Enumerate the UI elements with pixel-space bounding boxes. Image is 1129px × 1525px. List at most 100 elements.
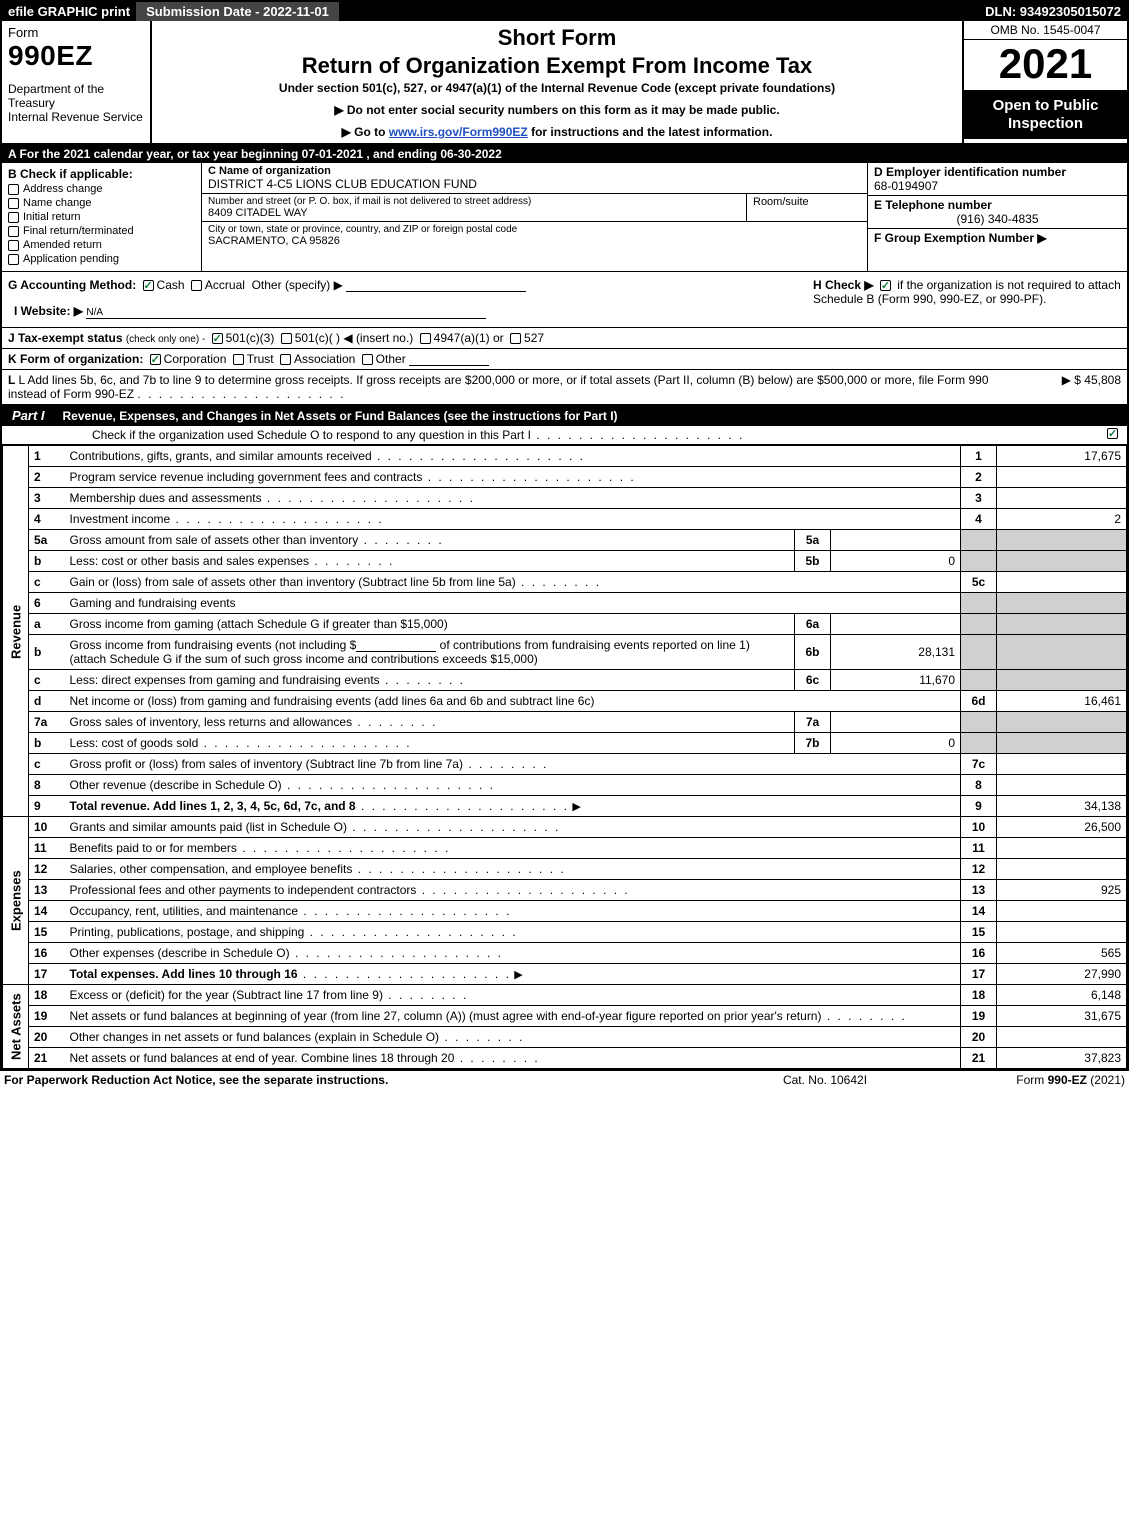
row-a-tax-year: A For the 2021 calendar year, or tax yea… [2,145,1127,163]
k-o2: Trust [247,352,274,366]
chk-trust[interactable] [233,354,244,365]
chk-address-change[interactable]: Address change [8,183,195,195]
k-o4: Other [376,352,406,366]
section-j: J Tax-exempt status (check only one) - 5… [2,328,1127,349]
chk-527[interactable] [510,333,521,344]
line-8: 8Other revenue (describe in Schedule O) … [3,775,1127,796]
i-label: I Website: ▶ [14,304,83,318]
chk-initial-return[interactable]: Initial return [8,211,195,223]
street-value: 8409 CITADEL WAY [208,207,740,219]
section-k: K Form of organization: Corporation Trus… [2,349,1127,370]
section-i: I Website: ▶ N/A [8,302,801,321]
line-5b: bLess: cost or other basis and sales exp… [3,551,1127,572]
city-label: City or town, state or province, country… [208,224,861,235]
k-other-slot[interactable] [409,352,489,366]
k-label: K Form of organization: [8,352,143,366]
line-5a: 5aGross amount from sale of assets other… [3,530,1127,551]
part1-table: Revenue 1 Contributions, gifts, grants, … [2,445,1127,1069]
h-label: H Check ▶ [813,278,877,292]
chk-4947[interactable] [420,333,431,344]
street-main: Number and street (or P. O. box, if mail… [202,194,747,221]
j-o2: 501(c)( ) ◀ (insert no.) [295,331,414,345]
chk-501c[interactable] [281,333,292,344]
header-center: Short Form Return of Organization Exempt… [152,21,962,143]
short-form-title: Short Form [160,25,954,51]
form-header: Form 990EZ Department of the Treasury In… [2,21,1127,145]
submission-date: Submission Date - 2022-11-01 [136,2,339,21]
line-12: 12Salaries, other compensation, and empl… [3,859,1127,880]
j-label: J Tax-exempt status [8,331,123,345]
line-2: 2Program service revenue including gover… [3,467,1127,488]
goto-post: for instructions and the latest informat… [528,125,773,139]
phone-value: (916) 340-4835 [874,212,1121,226]
g-other: Other (specify) ▶ [252,278,343,292]
line-7a: 7aGross sales of inventory, less returns… [3,712,1127,733]
line-6d: dNet income or (loss) from gaming and fu… [3,691,1127,712]
irs-link[interactable]: www.irs.gov/Form990EZ [389,125,528,139]
chk-other-org[interactable] [362,354,373,365]
room-label: Room/suite [753,196,809,208]
tax-year: 2021 [964,40,1127,91]
website-value: N/A [86,304,486,319]
group-exemption-label: F Group Exemption Number ▶ [874,231,1047,245]
gh-row: G Accounting Method: Cash Accrual Other … [2,272,1127,328]
line-6b: bGross income from fundraising events (n… [3,635,1127,670]
chk-amended-return[interactable]: Amended return [8,239,195,251]
line-10: Expenses 10Grants and similar amounts pa… [3,817,1127,838]
line-3: 3Membership dues and assessments 3 [3,488,1127,509]
footer-catno: Cat. No. 10642I [725,1073,925,1087]
line-6a: aGross income from gaming (attach Schedu… [3,614,1127,635]
efile-label[interactable]: efile GRAPHIC print [2,2,136,21]
chk-cash[interactable] [143,280,154,291]
line-15: 15Printing, publications, postage, and s… [3,922,1127,943]
footer-left: For Paperwork Reduction Act Notice, see … [4,1073,725,1087]
line-14: 14Occupancy, rent, utilities, and mainte… [3,901,1127,922]
chk-501c3[interactable] [212,333,223,344]
j-o1: 501(c)(3) [226,331,275,345]
room-suite: Room/suite [747,194,867,221]
goto-pre: ▶ Go to [342,125,389,139]
dln-label: DLN: 93492305015072 [979,2,1127,21]
g-other-slot[interactable] [346,278,526,292]
g-label: G Accounting Method: [8,278,136,292]
topbar-spacer [339,2,979,21]
line-9: 9Total revenue. Add lines 1, 2, 3, 4, 5c… [3,796,1127,817]
goto-line: ▶ Go to www.irs.gov/Form990EZ for instru… [160,125,954,139]
line-21: 21Net assets or fund balances at end of … [3,1048,1127,1069]
chk-assoc[interactable] [280,354,291,365]
street-row: Number and street (or P. O. box, if mail… [202,194,867,222]
chk-final-return[interactable]: Final return/terminated [8,225,195,237]
under-section-text: Under section 501(c), 527, or 4947(a)(1)… [160,81,954,95]
l-amount: ▶ $ 45,808 [1001,373,1121,401]
form-number: 990EZ [8,40,144,72]
section-d: D Employer identification number 68-0194… [868,163,1127,196]
line1-desc: Contributions, gifts, grants, and simila… [70,449,372,463]
chk-corp[interactable] [150,354,161,365]
inspection-notice: Open to Public Inspection [964,91,1127,139]
entity-right: D Employer identification number 68-0194… [867,163,1127,271]
chk-application-pending[interactable]: Application pending [8,253,195,265]
section-h: H Check ▶ if the organization is not req… [807,272,1127,327]
line-17: 17Total expenses. Add lines 10 through 1… [3,964,1127,985]
chk-name-change[interactable]: Name change [8,197,195,209]
entity-block: B Check if applicable: Address change Na… [2,163,1127,272]
j-note: (check only one) - [126,334,205,345]
city-value: SACRAMENTO, CA 95826 [208,235,861,247]
vlabel-netassets: Net Assets [3,985,29,1069]
chk-h[interactable] [880,280,891,291]
section-f: F Group Exemption Number ▶ [868,229,1127,247]
phone-label: E Telephone number [874,198,1121,212]
chk-schedule-o[interactable] [1107,428,1118,439]
line-7c: cGross profit or (loss) from sales of in… [3,754,1127,775]
form-word: Form [8,25,144,40]
line-5c: cGain or (loss) from sale of assets othe… [3,572,1127,593]
k-o1: Corporation [164,352,227,366]
city-row: City or town, state or province, country… [202,222,867,249]
chk-accrual[interactable] [191,280,202,291]
omb-number: OMB No. 1545-0047 [964,21,1127,40]
part1-tag: Part I [2,405,55,426]
header-left: Form 990EZ Department of the Treasury In… [2,21,152,143]
vlabel-revenue: Revenue [3,446,29,817]
line1-amount: 17,675 [997,446,1127,467]
org-name-row: C Name of organization DISTRICT 4-C5 LIO… [202,163,867,194]
